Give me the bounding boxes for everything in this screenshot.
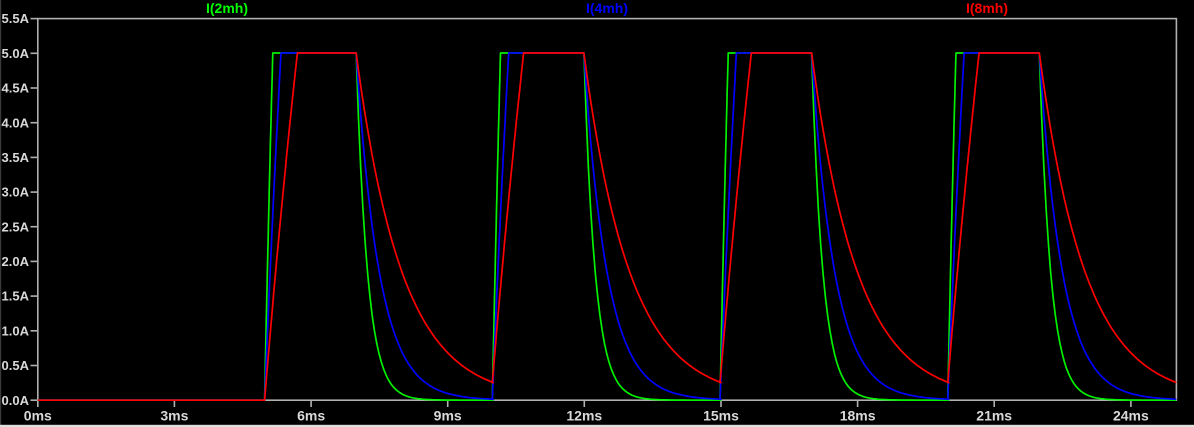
svg-text:0ms: 0ms xyxy=(24,408,52,424)
svg-text:0.0A: 0.0A xyxy=(2,393,30,408)
svg-text:12ms: 12ms xyxy=(566,408,602,424)
svg-text:24ms: 24ms xyxy=(1113,408,1149,424)
svg-text:5.0A: 5.0A xyxy=(2,46,30,61)
svg-text:I(8mh): I(8mh) xyxy=(966,0,1008,16)
svg-text:3.5A: 3.5A xyxy=(2,150,30,165)
svg-text:2.5A: 2.5A xyxy=(2,219,30,234)
svg-text:15ms: 15ms xyxy=(703,408,739,424)
svg-text:1.0A: 1.0A xyxy=(2,323,30,338)
svg-text:6ms: 6ms xyxy=(297,408,325,424)
svg-text:4.0A: 4.0A xyxy=(2,115,30,130)
svg-text:9ms: 9ms xyxy=(434,408,462,424)
svg-text:0.5A: 0.5A xyxy=(2,358,30,373)
svg-text:1.5A: 1.5A xyxy=(2,289,30,304)
svg-text:I(2mh): I(2mh) xyxy=(206,0,248,16)
svg-text:18ms: 18ms xyxy=(840,408,876,424)
svg-text:21ms: 21ms xyxy=(976,408,1012,424)
svg-text:2.0A: 2.0A xyxy=(2,254,30,269)
svg-text:4.5A: 4.5A xyxy=(2,81,30,96)
svg-text:I(4mh): I(4mh) xyxy=(586,0,628,16)
svg-text:3.0A: 3.0A xyxy=(2,185,30,200)
svg-text:5.5A: 5.5A xyxy=(2,11,30,26)
svg-text:3ms: 3ms xyxy=(160,408,188,424)
